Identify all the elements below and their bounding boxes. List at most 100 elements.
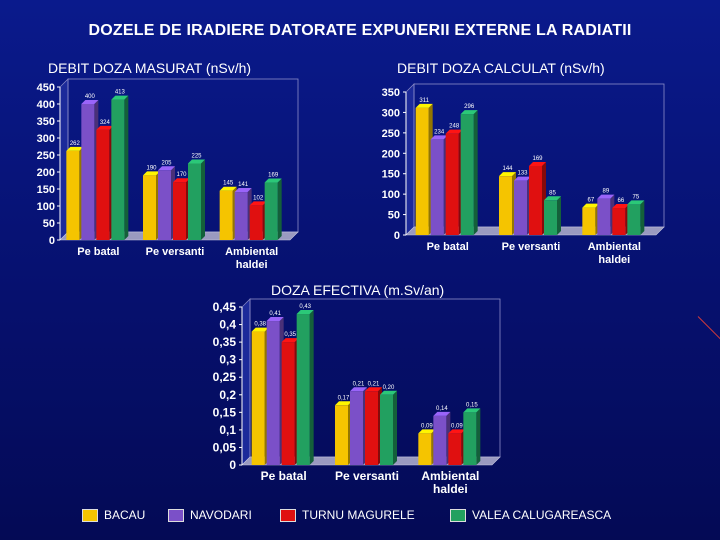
data-label: 248 xyxy=(449,124,460,130)
data-label: 0,41 xyxy=(269,311,281,317)
y-tick-label: 0 xyxy=(49,235,55,247)
x-tick-label: haldei xyxy=(433,482,468,496)
data-label: 0,09 xyxy=(421,423,433,429)
bar xyxy=(111,99,125,240)
bar xyxy=(597,198,611,235)
y-tick-label: 0,3 xyxy=(219,353,236,367)
bar-top xyxy=(335,401,352,406)
data-label: 85 xyxy=(549,190,556,196)
bar xyxy=(264,182,278,240)
bar xyxy=(448,433,462,465)
bar-side xyxy=(309,310,314,465)
y-tick-label: 100 xyxy=(37,201,55,213)
bar-top xyxy=(365,387,382,392)
x-tick-label: Ambiental xyxy=(421,469,479,483)
data-label: 170 xyxy=(176,172,187,178)
bar-top xyxy=(529,161,546,166)
bar xyxy=(173,182,186,240)
data-label: 141 xyxy=(238,182,249,188)
data-label: 205 xyxy=(161,160,172,166)
bar xyxy=(433,415,447,465)
bar-side xyxy=(201,159,205,240)
legend-swatch-navodari xyxy=(168,508,184,522)
bar-top xyxy=(66,146,84,151)
y-tick-label: 200 xyxy=(37,167,55,179)
data-label: 413 xyxy=(115,90,126,96)
data-label: 169 xyxy=(532,156,543,162)
bar xyxy=(445,133,459,235)
y-tick-label: 350 xyxy=(382,87,400,99)
data-label: 66 xyxy=(617,198,624,204)
bar xyxy=(249,205,263,240)
legend-label: BACAU xyxy=(104,508,146,522)
y-tick-label: 0,2 xyxy=(219,388,236,402)
bar-top xyxy=(219,186,237,191)
bar xyxy=(251,331,265,465)
bar xyxy=(158,170,171,240)
y-tick-label: 0,4 xyxy=(219,318,236,332)
data-label: 133 xyxy=(517,171,528,177)
y-tick-label: 0 xyxy=(394,230,400,242)
bar-top xyxy=(350,387,367,392)
bar xyxy=(612,208,626,235)
legend-item-valea-calugareasca: VALEA CALUGAREASCA xyxy=(450,508,611,522)
bar xyxy=(463,412,477,465)
y-tick-label: 300 xyxy=(37,133,55,145)
bar-top xyxy=(188,159,205,164)
data-label: 89 xyxy=(602,189,609,195)
bar xyxy=(415,107,429,235)
legend-swatch-valea-calugareasca xyxy=(450,508,466,522)
bar xyxy=(234,192,248,240)
legend-swatch-turnu-magurele xyxy=(280,508,296,522)
y-tick-label: 300 xyxy=(382,107,400,119)
bar-top xyxy=(234,188,252,193)
legend-item-navodari: NAVODARI xyxy=(168,508,252,522)
bar-top xyxy=(96,125,114,130)
y-tick-label: 100 xyxy=(382,189,400,201)
bar xyxy=(350,391,363,465)
x-tick-label: Pe versanti xyxy=(146,246,205,258)
data-label: 296 xyxy=(464,104,475,110)
bar-top xyxy=(448,429,466,434)
x-tick-label: Pe batal xyxy=(427,241,469,253)
bar-top xyxy=(544,196,561,201)
data-label: 102 xyxy=(253,195,264,201)
y-tick-label: 250 xyxy=(382,128,400,140)
bar-top xyxy=(433,411,451,416)
bar xyxy=(335,405,348,465)
data-label: 144 xyxy=(502,166,513,172)
bar xyxy=(627,204,641,235)
bar-top xyxy=(173,178,190,183)
chart-2-title: DEBIT DOZA CALCULAT (nSv/h) xyxy=(397,60,605,76)
x-tick-label: Ambiental xyxy=(225,246,278,258)
data-label: 0,35 xyxy=(284,332,296,338)
bar-top xyxy=(445,129,463,134)
data-label: 0,14 xyxy=(436,406,448,412)
y-tick-label: 150 xyxy=(382,169,400,181)
y-tick-label: 0,1 xyxy=(219,423,236,437)
legend-label: VALEA CALUGAREASCA xyxy=(472,508,612,522)
page-title: DOZELE DE IRADIERE DATORATE EXPUNERII EX… xyxy=(88,22,632,39)
side-wall xyxy=(241,298,251,466)
data-label: 169 xyxy=(268,173,279,179)
data-label: 0,09 xyxy=(451,423,463,429)
bar-top xyxy=(81,100,99,104)
y-tick-label: 0,35 xyxy=(213,335,237,349)
bar-top xyxy=(251,327,269,332)
chart-3-title: DOZA EFECTIVA (m.Sv/an) xyxy=(271,282,445,298)
bar-top xyxy=(281,338,299,343)
y-tick-label: 50 xyxy=(43,218,55,230)
x-tick-label: Pe batal xyxy=(261,469,307,483)
y-tick-label: 250 xyxy=(37,150,55,162)
legend: BACAU NAVODARI TURNU MAGURELE VALEA CALU… xyxy=(82,508,682,524)
y-tick-label: 150 xyxy=(37,184,55,196)
bar-side xyxy=(393,390,397,465)
x-tick-label: Ambiental xyxy=(588,241,641,253)
data-label: 324 xyxy=(100,120,111,126)
bar-top xyxy=(143,171,160,176)
bar xyxy=(529,165,542,235)
bar xyxy=(81,104,95,240)
data-label: 67 xyxy=(587,198,594,204)
